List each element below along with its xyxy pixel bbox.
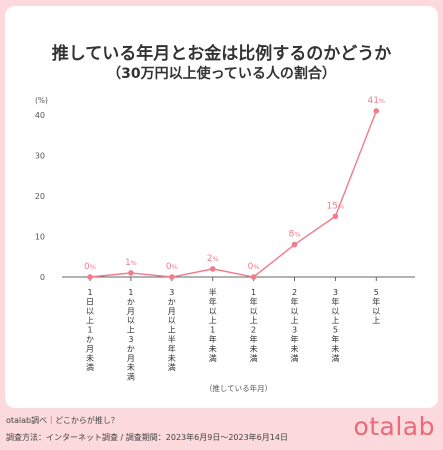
x-tick-label: 1 年以上 2 年未満 (250, 288, 258, 363)
y-tick-label: 30 (35, 152, 45, 161)
data-point (209, 266, 216, 272)
data-label: 15% (327, 201, 345, 211)
y-tick-label: 20 (35, 192, 45, 201)
data-label: 0% (166, 262, 178, 272)
data-point (128, 270, 134, 276)
data-label: 0% (248, 262, 260, 272)
data-label: 0% (84, 262, 96, 272)
x-axis-title: （推している年月） (205, 383, 272, 393)
source-note: otalab調べ｜どこからが推し？ (6, 416, 119, 425)
survey-method-note: 調査方法：インターネット調査 / 調査期間：2023年6月9日〜2023年6月1… (6, 433, 288, 442)
x-tick-label: 3 年以上 5 年未満 (331, 288, 339, 363)
data-label: 2% (207, 254, 219, 264)
y-axis-unit-label: (%) (35, 96, 48, 105)
data-point (169, 274, 175, 280)
x-tick-label: 2 年以上 3 年未満 (291, 288, 299, 363)
x-tick-label: 半年以上 1 年未満 (209, 287, 217, 363)
data-point (373, 108, 380, 114)
data-label: 1% (125, 258, 137, 268)
data-label: 41% (367, 96, 385, 106)
data-point (250, 274, 257, 280)
y-tick-label: 10 (35, 233, 45, 242)
data-point (332, 213, 339, 220)
x-tick-label: 1 か月以上 3 か月未満 (127, 288, 135, 382)
line-chart: (%) 0 10 20 30 40 1 日以上 1 か月未満 1 か月以上 3 か月未満 3 か月以上半年未満… (35, 96, 415, 393)
x-tick-label: 5 年以上 (372, 288, 380, 325)
chart-subtitle: （30万円以上使っている人の割合） (107, 66, 336, 82)
otalab-logo: otalab (353, 412, 435, 441)
data-label: 8% (289, 230, 301, 240)
y-tick-label: 40 (35, 111, 45, 120)
x-tick-label: 1 日以上 1 か月未満 (86, 288, 94, 372)
chart-title: 推している年月とお金は比例するのかどうか (51, 44, 392, 64)
y-tick-label: 0 (40, 273, 45, 282)
data-point (87, 274, 93, 280)
data-series-line (89, 110, 377, 278)
data-point (291, 241, 298, 248)
x-tick-label: 3 か月以上半年未満 (168, 288, 176, 372)
chart-card: 推している年月とお金は比例するのかどうか （30万円以上使っている人の割合） (… (5, 6, 438, 408)
